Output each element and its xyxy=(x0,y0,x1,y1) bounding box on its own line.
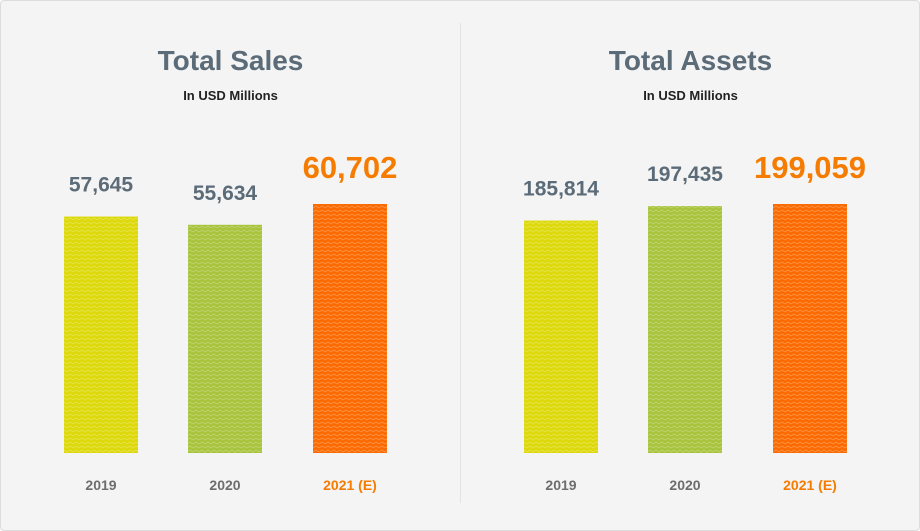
assets-chart-subtitle: In USD Millions xyxy=(643,88,738,103)
panel-divider xyxy=(460,23,461,503)
sales-category-label: 2019 xyxy=(85,477,116,493)
assets-category-label: 2019 xyxy=(545,477,576,493)
sales-panel: Total Sales In USD Millions 57,645 2019 55… xyxy=(1,1,460,530)
sales-value-label: 60,702 xyxy=(303,150,398,185)
assets-value-label: 197,435 xyxy=(647,163,723,186)
assets-bar-2019 xyxy=(524,220,598,453)
sales-chart-subtitle: In USD Millions xyxy=(183,88,278,103)
sales-bar-chart: 57,645 2019 55,634 2020 60,702 2021 (E) xyxy=(64,150,398,493)
sales-bar-2020 xyxy=(188,224,262,453)
assets-value-label: 185,814 xyxy=(523,178,599,201)
sales-category-label: 2020 xyxy=(209,477,240,493)
sales-value-label: 55,634 xyxy=(193,182,258,205)
sales-bar-2021e xyxy=(313,204,387,453)
assets-bar-chart: 185,814 2019 197,435 2020 199,059 2021 (E) xyxy=(523,150,866,493)
assets-chart-title: Total Assets xyxy=(608,45,773,76)
assets-panel: Total Assets In USD Millions 185,814 2019… xyxy=(461,1,919,530)
sales-chart-title: Total Sales xyxy=(157,45,304,76)
assets-category-label: 2020 xyxy=(669,477,700,493)
assets-value-label: 199,059 xyxy=(754,150,866,185)
assets-category-label: 2021 (E) xyxy=(783,477,837,493)
sales-bar-2019 xyxy=(64,216,138,453)
sales-value-label: 57,645 xyxy=(69,174,134,197)
sales-category-label: 2021 (E) xyxy=(323,477,377,493)
assets-bar-2021e xyxy=(773,204,847,453)
assets-bar-2020 xyxy=(648,206,722,453)
